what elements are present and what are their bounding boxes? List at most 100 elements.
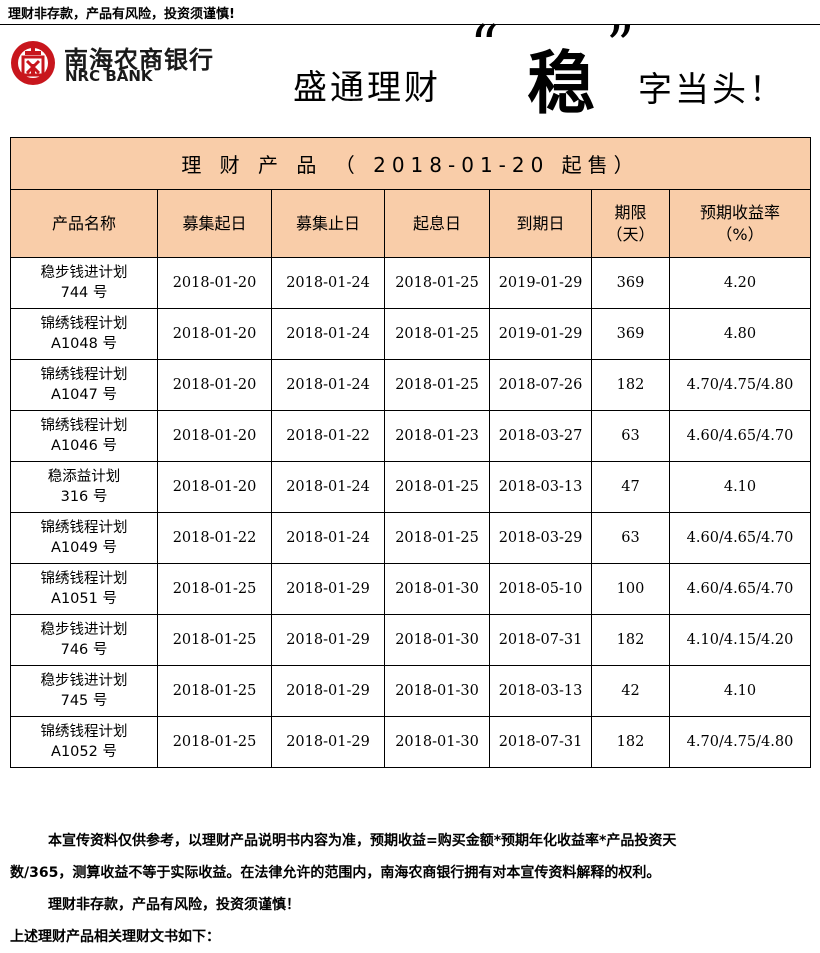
cell-raise-end: 2018-01-29 [271,665,385,717]
bank-name-chinese: 南海农商银行 [64,46,214,74]
cell-term-days: 182 [591,359,670,411]
column-header-product-name: 产品名称 [10,189,158,258]
cell-term-days: 182 [591,614,670,666]
cell-product-name: 锦绣钱程计划 A1051 号 [10,563,158,615]
cell-raise-end: 2018-01-22 [271,410,385,462]
cell-term-days: 182 [591,716,670,768]
table-row: 稳添益计划 316 号 2018-01-20 2018-01-24 2018-01-25… [10,461,811,513]
cell-maturity-date: 2019-01-29 [489,257,592,309]
cell-expected-yield: 4.80 [669,308,811,360]
cell-product-name: 稳步钱进计划 745 号 [10,665,158,717]
cell-raise-end: 2018-01-24 [271,308,385,360]
cell-raise-end: 2018-01-29 [271,614,385,666]
cell-product-name: 稳步钱进计划 746 号 [10,614,158,666]
product-plan-number: A1047 号 [51,387,117,403]
cell-value-date: 2018-01-30 [384,716,490,768]
table-row: 锦绣钱程计划 A1047 号 2018-01-20 2018-01-24 2018-01… [10,359,811,411]
cell-expected-yield: 4.10/4.15/4.20 [669,614,811,666]
column-header-value-date: 起息日 [384,189,490,258]
cell-term-days: 63 [591,410,670,462]
product-plan-name: 锦绣钱程计划 [40,724,128,740]
cell-raise-end: 2018-01-29 [271,716,385,768]
product-plan-name: 稳添益计划 [47,469,121,485]
table-title: 理 财 产 品 （ 2018-01-20 起售） [10,137,811,190]
column-header-unit: （%） [716,224,764,244]
cell-term-days: 47 [591,461,670,513]
cell-maturity-date: 2018-03-29 [489,512,592,564]
cell-raise-start: 2018-01-20 [157,410,272,462]
slogan-prefix: 盛通理财 [293,68,441,108]
cell-raise-start: 2018-01-25 [157,665,272,717]
column-header-expected-yield: 预期收益率 （%） [669,189,811,258]
cell-raise-end: 2018-01-24 [271,359,385,411]
product-plan-name: 锦绣钱程计划 [40,418,128,434]
cell-raise-start: 2018-01-25 [157,563,272,615]
slogan-suffix: 字当头！ [638,70,786,110]
cell-expected-yield: 4.70/4.75/4.80 [669,359,811,411]
cell-raise-end: 2018-01-24 [271,257,385,309]
product-plan-name: 稳步钱进计划 [40,265,128,281]
cell-raise-end: 2018-01-24 [271,512,385,564]
cell-value-date: 2018-01-25 [384,257,490,309]
table-row: 锦绣钱程计划 A1046 号 2018-01-20 2018-01-22 2018-01… [10,410,811,462]
product-plan-name: 锦绣钱程计划 [40,316,128,332]
cell-maturity-date: 2018-07-31 [489,716,592,768]
cell-term-days: 369 [591,308,670,360]
slogan-open-quote: “ [470,14,499,79]
cell-value-date: 2018-01-30 [384,614,490,666]
product-plan-name: 锦绣钱程计划 [40,520,128,536]
cell-expected-yield: 4.10 [669,665,811,717]
cell-term-days: 63 [591,512,670,564]
cell-expected-yield: 4.70/4.75/4.80 [669,716,811,768]
bank-logo: 南海农商银行 NRC BANK [10,38,250,88]
cell-term-days: 369 [591,257,670,309]
cell-raise-start: 2018-01-20 [157,308,272,360]
cell-product-name: 稳步钱进计划 744 号 [10,257,158,309]
documents-intro: 上述理财产品相关理财文书如下： [10,929,220,945]
header-divider [0,24,820,25]
cell-value-date: 2018-01-25 [384,512,490,564]
cell-maturity-date: 2018-03-13 [489,461,592,513]
disclaimer-line-1: 本宣传资料仅供参考，以理财产品说明书内容为准，预期收益=购买金额*预期年化收益率… [48,833,677,849]
column-header-raise-end: 募集止日 [271,189,385,258]
product-plan-number: 316 号 [60,489,108,505]
product-plan-name: 稳步钱进计划 [40,673,128,689]
cell-product-name: 锦绣钱程计划 A1047 号 [10,359,158,411]
cell-raise-start: 2018-01-22 [157,512,272,564]
column-header-line: 预期收益率 [699,202,780,222]
cell-expected-yield: 4.10 [669,461,811,513]
cell-maturity-date: 2018-07-31 [489,614,592,666]
cell-value-date: 2018-01-30 [384,665,490,717]
cell-term-days: 100 [591,563,670,615]
product-plan-number: A1046 号 [51,438,117,454]
product-plan-number: A1051 号 [51,591,117,607]
cell-expected-yield: 4.60/4.65/4.70 [669,512,811,564]
cell-raise-start: 2018-01-25 [157,614,272,666]
column-header-raise-start: 募集起日 [157,189,272,258]
table-row: 锦绣钱程计划 A1051 号 2018-01-25 2018-01-29 2018-01… [10,563,811,615]
table-row: 锦绣钱程计划 A1052 号 2018-01-25 2018-01-29 2018-01… [10,716,811,768]
disclaimer-line-2: 数/365，测算收益不等于实际收益。在法律允许的范围内，南海农商银行拥有对本宣传… [10,865,661,881]
cell-raise-end: 2018-01-24 [271,461,385,513]
bank-emblem-icon [11,41,55,85]
column-header-term-days: 期限 （天） [591,189,670,258]
product-plan-number: 746 号 [60,642,108,658]
column-header-line: 产品名称 [51,213,116,233]
column-header-line: 募集止日 [295,213,360,233]
cell-maturity-date: 2018-07-26 [489,359,592,411]
cell-maturity-date: 2019-01-29 [489,308,592,360]
cell-value-date: 2018-01-25 [384,308,490,360]
slogan-key-character: 稳 [527,44,596,124]
column-header-line: 期限 [614,202,647,222]
table-row: 稳步钱进计划 745 号 2018-01-25 2018-01-29 2018-01-3… [10,665,811,717]
cell-maturity-date: 2018-03-13 [489,665,592,717]
product-plan-number: A1048 号 [51,336,117,352]
product-plan-name: 稳步钱进计划 [40,622,128,638]
product-plan-number: 745 号 [60,693,108,709]
cell-value-date: 2018-01-25 [384,461,490,513]
column-header-maturity-date: 到期日 [489,189,592,258]
column-header-line: 起息日 [412,213,461,233]
risk-warning-footer: 理财非存款，产品有风险，投资须谨慎！ [48,897,300,913]
slogan-close-quote: ” [606,14,635,79]
cell-expected-yield: 4.60/4.65/4.70 [669,563,811,615]
